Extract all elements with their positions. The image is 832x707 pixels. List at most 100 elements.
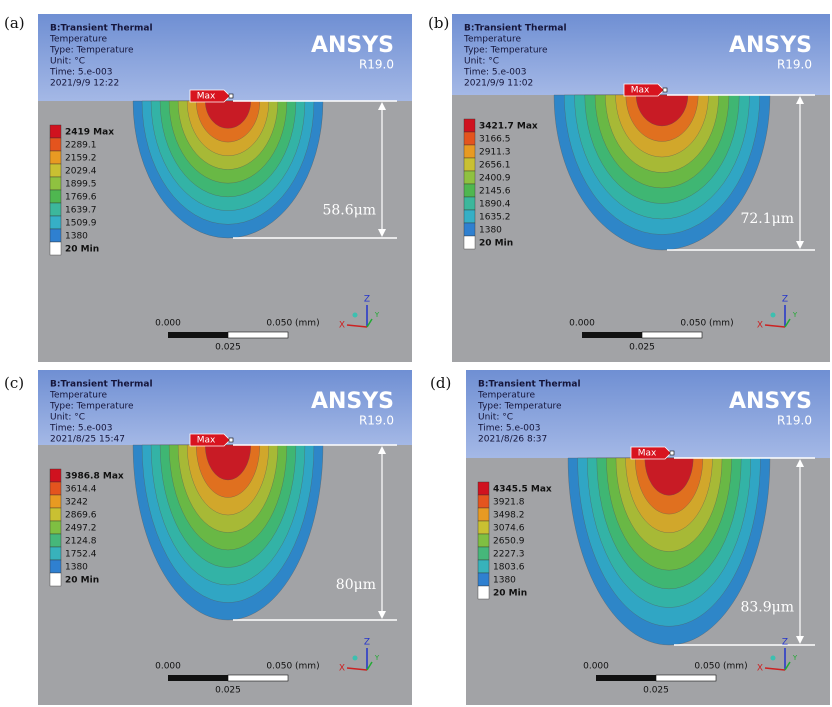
legend-value: 3614.4 <box>65 485 97 495</box>
legend-swatch <box>50 482 61 495</box>
legend-swatch <box>50 203 61 216</box>
max-point <box>670 451 674 455</box>
legend-value: 3166.5 <box>479 135 511 145</box>
header-title: B:Transient Thermal <box>50 24 153 34</box>
legend-value: 3498.2 <box>493 511 525 521</box>
scale-bar-black <box>582 332 642 338</box>
depth-label: 58.6μm <box>322 203 376 219</box>
legend-value: 3074.6 <box>493 524 525 534</box>
header-line: Type: Temperature <box>49 402 134 412</box>
axis-z-label: Z <box>782 638 788 648</box>
axis-z-label: Z <box>782 295 788 305</box>
legend-value: 2029.4 <box>65 167 97 177</box>
axis-x-label: X <box>339 664 345 674</box>
scale-mid: 0.025 <box>643 686 669 696</box>
axis-z-label: Z <box>364 638 370 648</box>
header-line: Temperature <box>463 35 521 45</box>
legend-value: 2400.9 <box>479 174 511 184</box>
legend-swatch <box>50 216 61 229</box>
scale-left: 0.000 <box>155 319 181 329</box>
header-line: 2021/8/26 8:37 <box>478 435 547 445</box>
axis-y-label: Y <box>792 654 798 662</box>
max-point <box>229 94 233 98</box>
legend-value: 3986.8 Max <box>65 472 124 482</box>
scale-bar-black <box>596 675 656 681</box>
scale-mid: 0.025 <box>629 343 655 353</box>
legend-swatch <box>464 145 475 158</box>
max-point <box>229 438 233 442</box>
legend-swatch <box>478 495 489 508</box>
legend-swatch <box>50 151 61 164</box>
legend-swatch <box>478 521 489 534</box>
axis-z-label: Z <box>364 295 370 305</box>
legend-value: 2419 Max <box>65 128 114 138</box>
legend-value: 2656.1 <box>479 161 511 171</box>
version: R19.0 <box>359 58 394 72</box>
legend-value: 2124.8 <box>65 537 97 547</box>
legend-swatch <box>50 177 61 190</box>
legend-swatch <box>464 223 475 236</box>
header-line: Temperature <box>49 35 107 45</box>
header-line: Unit: °C <box>478 413 513 423</box>
version: R19.0 <box>359 414 394 428</box>
header-line: 2021/8/25 15:47 <box>50 435 125 445</box>
brand: ANSYS <box>311 33 394 58</box>
legend-swatch <box>464 171 475 184</box>
legend-value: 20 Min <box>493 589 527 599</box>
legend-value: 4345.5 Max <box>493 485 552 495</box>
legend-swatch <box>464 236 475 249</box>
scale-right: 0.050 (mm) <box>266 662 319 672</box>
legend-swatch <box>464 184 475 197</box>
legend-swatch <box>50 508 61 521</box>
legend-value: 1380 <box>65 563 88 573</box>
legend-value: 2911.3 <box>479 148 511 158</box>
scale-mid: 0.025 <box>215 343 241 353</box>
panel-label: (a) <box>4 14 25 32</box>
legend-value: 2869.6 <box>65 511 97 521</box>
legend-value: 2145.6 <box>479 187 511 197</box>
max-label: Max <box>631 86 650 96</box>
legend-swatch <box>50 495 61 508</box>
axis-origin <box>771 313 776 318</box>
legend-swatch <box>50 469 61 482</box>
scale-bar-white <box>228 332 288 338</box>
legend-swatch <box>464 197 475 210</box>
legend-value: 3921.8 <box>493 498 525 508</box>
legend-value: 1899.5 <box>65 180 97 190</box>
header-line: Time: 5.e-003 <box>49 424 112 434</box>
scale-bar-black <box>168 332 228 338</box>
axis-y-label: Y <box>374 654 380 662</box>
legend-swatch <box>50 573 61 586</box>
legend-value: 2289.1 <box>65 141 97 151</box>
legend-value: 2227.3 <box>493 550 525 560</box>
version: R19.0 <box>777 414 812 428</box>
axis-origin <box>353 656 358 661</box>
axis-x-label: X <box>757 664 763 674</box>
legend-value: 20 Min <box>65 245 99 255</box>
axis-x-label: X <box>339 321 345 331</box>
figure: (a)B:Transient ThermalTemperatureType: T… <box>0 0 832 707</box>
legend-swatch <box>50 190 61 203</box>
legend-value: 2650.9 <box>493 537 525 547</box>
scale-left: 0.000 <box>569 319 595 329</box>
axis-y-label: Y <box>374 311 380 319</box>
legend-swatch <box>50 560 61 573</box>
depth-label: 72.1μm <box>740 211 794 227</box>
scale-right: 0.050 (mm) <box>680 319 733 329</box>
legend-swatch <box>478 508 489 521</box>
legend-swatch <box>50 547 61 560</box>
scale-left: 0.000 <box>583 662 609 672</box>
header-line: Time: 5.e-003 <box>49 68 112 78</box>
scale-left: 0.000 <box>155 662 181 672</box>
legend-value: 1380 <box>65 232 88 242</box>
legend-value: 3242 <box>65 498 88 508</box>
legend-value: 1769.6 <box>65 193 97 203</box>
header-line: Unit: °C <box>50 413 85 423</box>
max-label: Max <box>638 449 657 459</box>
header-line: Temperature <box>477 391 535 401</box>
axis-origin <box>771 656 776 661</box>
panel: B:Transient ThermalTemperatureType: Temp… <box>38 370 412 705</box>
legend-value: 1639.7 <box>65 206 97 216</box>
header-line: Unit: °C <box>50 57 85 67</box>
